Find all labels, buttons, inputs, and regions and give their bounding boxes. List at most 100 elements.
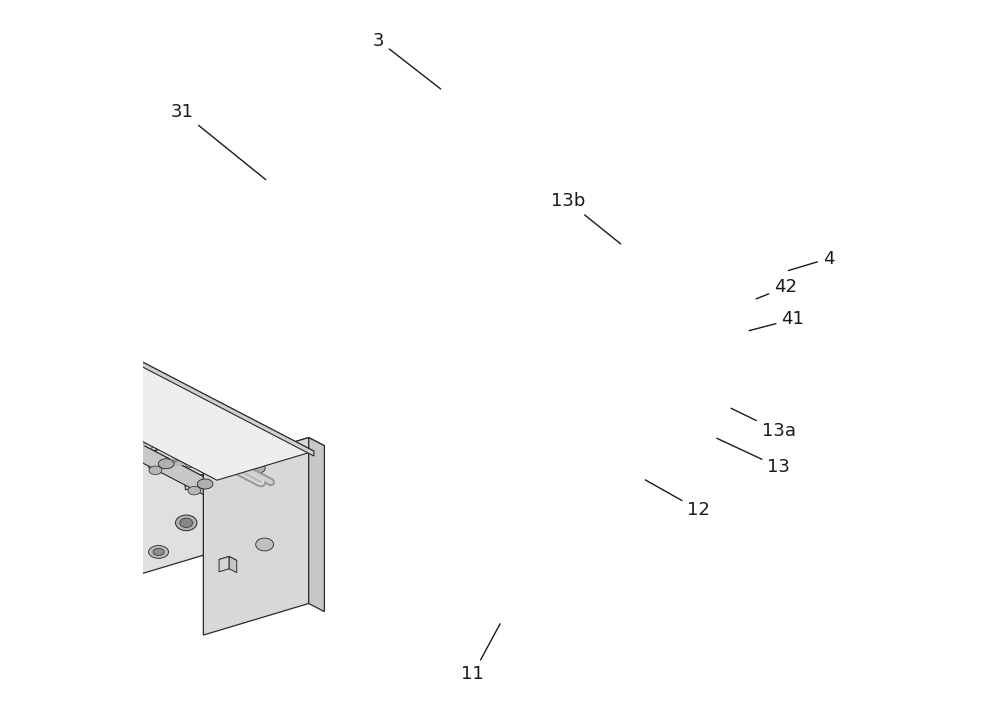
Ellipse shape <box>158 459 174 469</box>
Ellipse shape <box>0 384 5 393</box>
Ellipse shape <box>256 473 269 482</box>
Ellipse shape <box>95 386 108 394</box>
Polygon shape <box>28 384 77 408</box>
Ellipse shape <box>275 510 296 526</box>
Ellipse shape <box>188 486 201 495</box>
Ellipse shape <box>62 379 73 386</box>
Ellipse shape <box>219 461 230 467</box>
Ellipse shape <box>121 439 136 449</box>
Ellipse shape <box>76 508 87 516</box>
Ellipse shape <box>76 423 87 430</box>
Ellipse shape <box>48 401 63 411</box>
Ellipse shape <box>99 391 112 400</box>
Polygon shape <box>157 426 165 440</box>
Ellipse shape <box>252 469 274 485</box>
Ellipse shape <box>99 476 112 485</box>
Ellipse shape <box>6 339 18 348</box>
Ellipse shape <box>0 464 11 477</box>
Polygon shape <box>0 308 236 511</box>
Ellipse shape <box>1 377 17 387</box>
Polygon shape <box>109 426 165 444</box>
Ellipse shape <box>136 407 149 416</box>
Polygon shape <box>207 435 304 604</box>
Text: 13a: 13a <box>731 408 796 440</box>
Ellipse shape <box>252 467 265 475</box>
Polygon shape <box>109 426 157 450</box>
Ellipse shape <box>0 339 11 351</box>
Ellipse shape <box>250 463 265 473</box>
Ellipse shape <box>111 447 124 455</box>
Polygon shape <box>33 395 228 475</box>
Polygon shape <box>185 465 234 490</box>
Ellipse shape <box>149 460 169 473</box>
Polygon shape <box>185 465 241 484</box>
Polygon shape <box>234 465 241 479</box>
Polygon shape <box>0 260 314 480</box>
Polygon shape <box>0 353 147 433</box>
Ellipse shape <box>92 381 108 391</box>
Ellipse shape <box>108 421 119 427</box>
Ellipse shape <box>19 343 35 353</box>
Text: 3: 3 <box>373 32 441 89</box>
Ellipse shape <box>176 515 197 531</box>
Polygon shape <box>0 353 50 501</box>
Ellipse shape <box>142 421 153 427</box>
Ellipse shape <box>40 397 56 407</box>
Text: 4: 4 <box>788 250 834 270</box>
Ellipse shape <box>28 401 38 407</box>
Ellipse shape <box>82 419 97 429</box>
Ellipse shape <box>53 361 69 371</box>
Polygon shape <box>157 426 165 440</box>
Ellipse shape <box>108 399 125 410</box>
Ellipse shape <box>153 462 164 470</box>
Text: 13b: 13b <box>551 192 621 244</box>
Text: 31: 31 <box>171 103 266 180</box>
Ellipse shape <box>248 497 261 505</box>
Polygon shape <box>28 384 84 402</box>
Polygon shape <box>130 395 228 565</box>
Ellipse shape <box>252 555 274 571</box>
Ellipse shape <box>213 447 226 455</box>
Ellipse shape <box>27 357 45 368</box>
Ellipse shape <box>95 387 117 403</box>
Polygon shape <box>28 384 84 402</box>
Polygon shape <box>33 395 130 543</box>
Polygon shape <box>219 556 237 564</box>
Polygon shape <box>234 465 241 479</box>
Ellipse shape <box>256 538 274 551</box>
Ellipse shape <box>6 427 27 442</box>
Ellipse shape <box>100 386 115 396</box>
Polygon shape <box>0 289 300 492</box>
Ellipse shape <box>197 479 213 489</box>
Polygon shape <box>0 307 58 477</box>
Ellipse shape <box>184 438 202 450</box>
Ellipse shape <box>0 378 11 391</box>
Polygon shape <box>77 384 84 397</box>
Polygon shape <box>0 289 300 478</box>
Text: 13: 13 <box>717 438 790 476</box>
Polygon shape <box>203 437 324 478</box>
Ellipse shape <box>62 401 73 407</box>
Polygon shape <box>185 465 234 490</box>
Ellipse shape <box>243 493 265 509</box>
Polygon shape <box>203 437 309 635</box>
Text: 42: 42 <box>756 278 797 299</box>
Polygon shape <box>110 435 304 515</box>
Ellipse shape <box>149 546 169 559</box>
Polygon shape <box>77 384 84 397</box>
Polygon shape <box>109 426 165 444</box>
Polygon shape <box>0 307 58 386</box>
Ellipse shape <box>185 483 196 489</box>
Polygon shape <box>185 465 241 484</box>
Ellipse shape <box>108 442 119 449</box>
Ellipse shape <box>6 341 27 357</box>
Text: 11: 11 <box>461 624 500 683</box>
Ellipse shape <box>0 467 7 474</box>
Ellipse shape <box>31 404 44 413</box>
Ellipse shape <box>279 513 292 522</box>
Ellipse shape <box>95 473 117 489</box>
Ellipse shape <box>66 377 84 389</box>
Polygon shape <box>50 353 147 523</box>
Text: 41: 41 <box>749 310 804 331</box>
Ellipse shape <box>56 365 69 374</box>
